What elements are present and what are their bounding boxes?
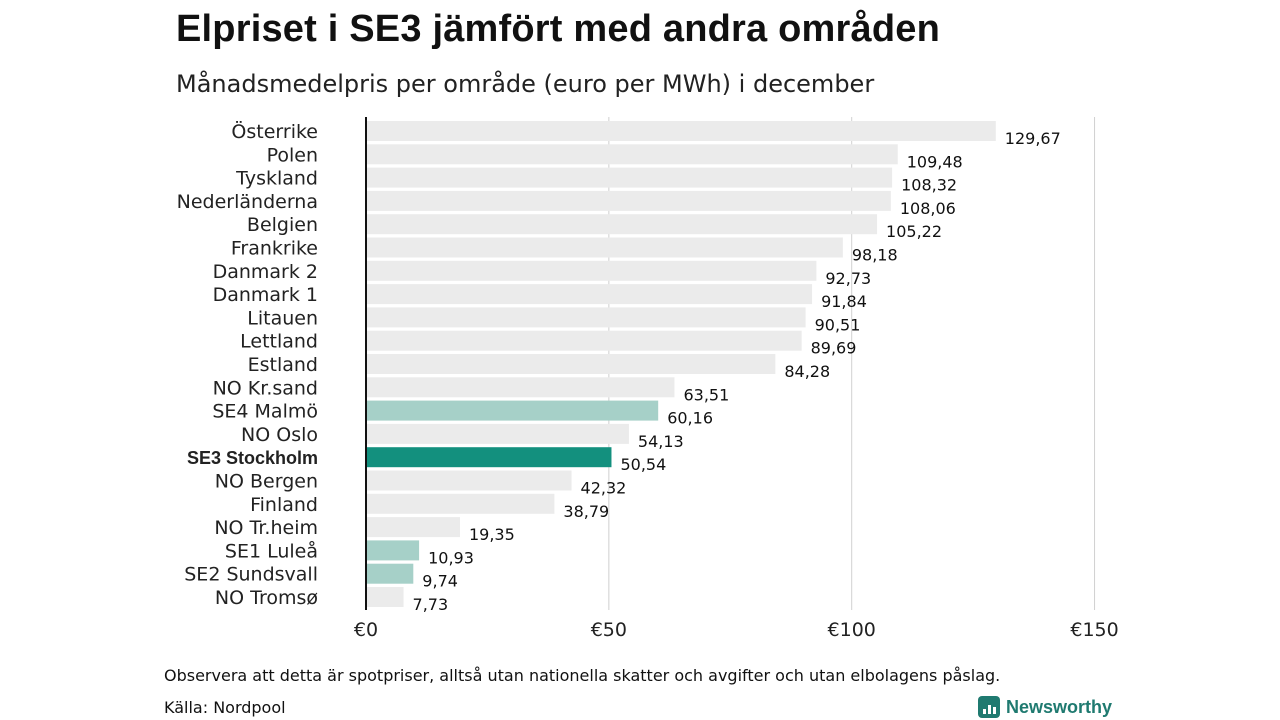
bar-chart: Österrike 129,67 Polen 109,48 Tyskland 108,32… [177,117,1119,641]
bar [366,237,843,258]
value-label: 89,69 [811,339,857,358]
bar [366,400,659,421]
bar [366,190,891,211]
newsworthy-logo: Newsworthy [978,694,1112,720]
category-label: NO Tromsø [215,587,318,609]
category-label: Polen [267,144,318,166]
category-label: Danmark 2 [213,261,318,283]
bar [366,423,629,444]
value-label: 42,32 [581,479,627,498]
category-label: NO Bergen [215,471,318,493]
value-label: 38,79 [563,502,609,521]
category-label: Österrike [231,120,318,143]
category-label: Danmark 1 [213,284,318,306]
value-label: 63,51 [683,385,729,404]
bar [366,587,404,607]
bar [366,517,460,538]
value-label: 50,54 [620,455,666,474]
bar [366,377,675,398]
category-label: SE2 Sundsvall [184,564,318,586]
bar [366,493,555,514]
x-tick-label: €150 [1070,619,1118,641]
value-label: 91,84 [821,292,867,311]
chart-title: Elpriset i SE3 jämfört med andra områden [176,8,940,50]
category-label: NO Oslo [241,424,318,446]
brand-name: Newsworthy [1006,696,1113,717]
value-label: 98,18 [852,246,898,265]
bar [366,121,996,141]
category-label: Litauen [247,307,318,329]
bar [366,284,813,305]
bar-chart-icon [978,696,1000,718]
value-label: 60,16 [667,409,713,428]
x-tick-label: €0 [354,619,378,641]
category-label: SE4 Malmö [212,401,318,423]
bar [366,447,612,468]
value-label: 90,51 [815,315,861,334]
source-credit: Källa: Nordpool [164,698,286,717]
value-label: 10,93 [428,548,474,567]
bar [366,167,893,188]
value-label: 92,73 [825,269,871,288]
footnote: Observera att detta är spotpriser, allts… [164,666,1001,685]
bar [366,144,898,165]
category-label: Finland [250,494,318,516]
bar [366,307,806,328]
value-label: 105,22 [886,222,942,241]
bar [366,214,878,235]
bar [366,563,414,584]
x-tick-label: €100 [828,619,876,641]
category-label: NO Tr.heim [214,517,318,539]
category-label: Frankrike [231,238,318,260]
category-label: Lettland [240,331,318,353]
value-label: 7,73 [413,595,449,614]
category-label: Nederländerna [177,191,318,213]
value-label: 84,28 [784,362,830,381]
bar [366,260,817,281]
bar [366,540,420,561]
value-label: 109,48 [907,152,963,171]
x-tick-label: €50 [591,619,627,641]
category-label: Estland [248,354,318,376]
value-label: 9,74 [422,572,458,591]
category-label: Tyskland [235,168,318,190]
value-label: 108,32 [901,176,957,195]
bar [366,330,802,351]
chart-subtitle: Månadsmedelpris per område (euro per MWh… [176,70,875,98]
category-label: SE1 Luleå [225,539,318,562]
value-label: 108,06 [900,199,956,218]
bar [366,354,776,374]
bar [366,470,572,491]
value-label: 54,13 [638,432,684,451]
category-label: SE3 Stockholm [187,448,318,468]
category-label: NO Kr.sand [213,377,318,399]
value-label: 129,67 [1005,129,1061,148]
category-label: Belgien [247,214,318,236]
value-label: 19,35 [469,525,515,544]
